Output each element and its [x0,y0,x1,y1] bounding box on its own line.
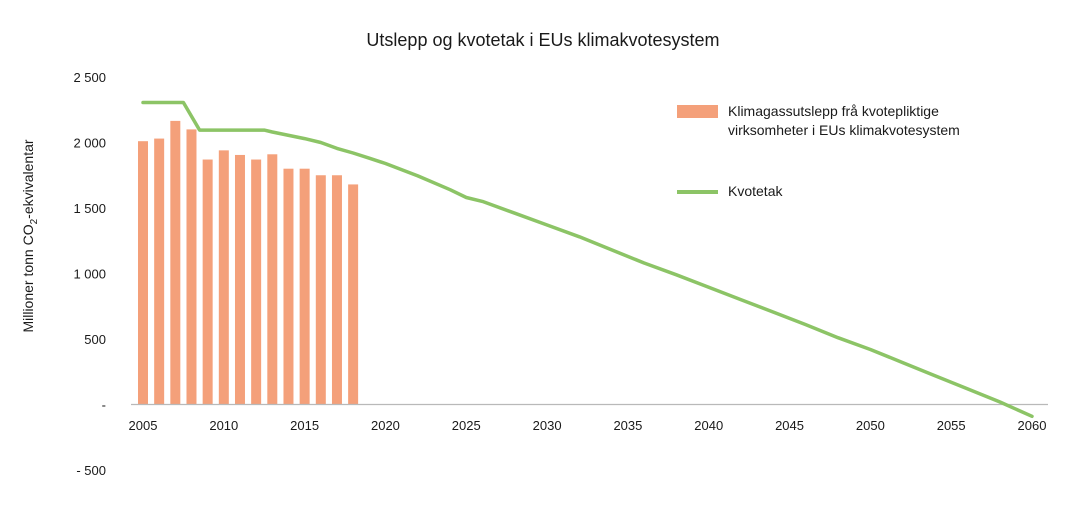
legend-label: Kvotetak [728,182,782,201]
series-line-kvotetak [141,100,1034,419]
y-tick-label: 500 [84,332,106,347]
y-tick-label: 2 500 [73,70,106,85]
bar [186,129,197,405]
bar [267,154,278,405]
bar [154,138,165,405]
bar [218,150,229,405]
legend-label-line: Klimagassutslepp frå kvotepliktige [728,103,939,119]
y-tick-label: 1 000 [73,267,106,282]
bar [348,184,359,405]
y-tick-label: 2 000 [73,136,106,151]
x-tick-label: 2025 [452,418,481,433]
bar [234,154,245,405]
bar [283,168,294,405]
x-tick-label: 2060 [1018,418,1047,433]
bar [170,120,181,405]
x-tick-label: 2020 [371,418,400,433]
bar [331,175,342,405]
legend-label: Klimagassutslepp frå kvotepliktige virkso… [728,102,960,140]
y-tick-label: - 500 [76,463,106,478]
y-tick-label: 1 500 [73,201,106,216]
bar [251,159,262,405]
x-tick-label: 2040 [694,418,723,433]
bar [202,159,213,405]
y-tick-label: - [102,398,106,413]
bar [138,141,148,405]
x-tick-label: 2050 [856,418,885,433]
x-tick-label: 2030 [533,418,562,433]
legend-swatch-bar [677,105,718,118]
x-tick-label: 2010 [209,418,238,433]
legend-swatch-line [677,190,718,194]
bar [299,168,310,405]
chart-title: Utslepp og kvotetak i EUs klimakvotesyst… [366,30,720,50]
x-tick-label: 2045 [775,418,804,433]
legend-label-line: Kvotetak [728,183,783,199]
legend-label-line: virksomheter i EUs klimakvotesystem [728,122,960,138]
x-tick-label: 2005 [129,418,158,433]
x-tick-label: 2055 [937,418,966,433]
bar [315,175,326,405]
x-tick-label: 2015 [290,418,319,433]
x-tick-label: 2035 [613,418,642,433]
